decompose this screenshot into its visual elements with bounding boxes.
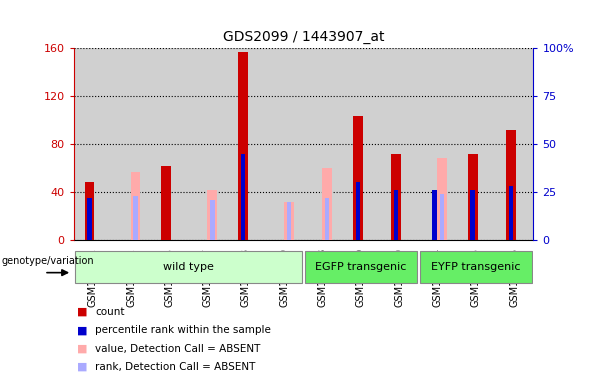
Text: count: count	[95, 307, 124, 317]
Bar	[207, 190, 217, 240]
Bar	[305, 251, 417, 283]
Bar	[88, 198, 92, 240]
Bar	[240, 154, 245, 240]
Bar	[391, 154, 401, 240]
Bar	[440, 194, 444, 240]
Text: ■: ■	[77, 344, 87, 354]
Bar	[356, 182, 360, 240]
Bar	[437, 158, 447, 240]
Bar	[85, 182, 94, 240]
Bar	[470, 190, 475, 240]
Text: EGFP transgenic: EGFP transgenic	[315, 262, 406, 272]
Bar	[495, 48, 533, 240]
Bar	[131, 172, 140, 240]
Bar	[134, 196, 138, 240]
Bar	[284, 202, 294, 240]
Text: wild type: wild type	[163, 262, 214, 272]
Bar	[150, 48, 189, 240]
Text: ■: ■	[77, 307, 87, 317]
Bar	[509, 186, 513, 240]
Bar	[210, 200, 215, 240]
Bar	[238, 51, 248, 240]
Text: genotype/variation: genotype/variation	[1, 256, 94, 266]
Bar	[227, 48, 265, 240]
Text: percentile rank within the sample: percentile rank within the sample	[95, 325, 271, 335]
Bar	[506, 129, 516, 240]
Bar	[353, 116, 363, 240]
Bar	[468, 154, 478, 240]
Bar	[341, 48, 380, 240]
Text: EYFP transgenic: EYFP transgenic	[431, 262, 520, 272]
Bar	[419, 251, 532, 283]
Bar	[418, 48, 457, 240]
Text: rank, Detection Call = ABSENT: rank, Detection Call = ABSENT	[95, 362, 256, 372]
Bar	[287, 202, 291, 240]
Bar	[394, 190, 398, 240]
Bar	[189, 48, 227, 240]
Bar	[432, 190, 436, 240]
Bar	[161, 166, 171, 240]
Text: ■: ■	[77, 362, 87, 372]
Bar	[265, 48, 303, 240]
Text: value, Detection Call = ABSENT: value, Detection Call = ABSENT	[95, 344, 261, 354]
Bar	[325, 198, 330, 240]
Bar	[112, 48, 150, 240]
Title: GDS2099 / 1443907_at: GDS2099 / 1443907_at	[223, 30, 384, 44]
Bar	[75, 251, 302, 283]
Text: ■: ■	[77, 325, 87, 335]
Bar	[303, 48, 341, 240]
Bar	[322, 168, 332, 240]
Bar	[457, 48, 495, 240]
Bar	[74, 48, 112, 240]
Bar	[380, 48, 418, 240]
